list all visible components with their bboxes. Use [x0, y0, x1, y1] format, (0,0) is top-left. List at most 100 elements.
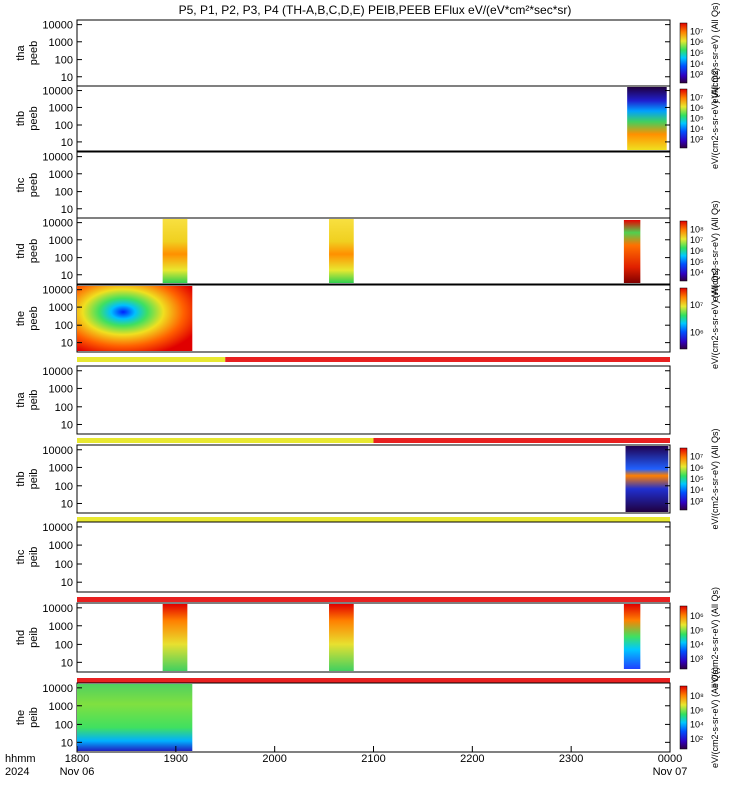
y-tick-label: 1000	[49, 383, 73, 395]
panel-frame	[76, 19, 671, 87]
colorbar-tick-label: 10³	[690, 496, 703, 506]
y-tick-label: 100	[55, 120, 73, 132]
colorbar	[679, 447, 688, 511]
panel-frame	[76, 151, 671, 219]
x-tick-label: 0000	[658, 753, 682, 765]
x-row-label: hhmm	[5, 753, 36, 765]
data-block	[162, 604, 188, 671]
y-tick-label: 1000	[49, 462, 73, 474]
colorbar-units-label: eV/(cm2-s-sr-eV) (All Qs)	[710, 667, 720, 768]
data-block	[162, 219, 188, 283]
panel-frame	[76, 85, 671, 152]
y-tick-label: 10	[61, 657, 73, 669]
colorbar-tick-label: 10⁴	[690, 640, 704, 650]
y-tick-label: 10	[61, 72, 73, 84]
panel-label: the	[15, 710, 27, 725]
colorbar-tick-label: 10⁴	[690, 485, 704, 495]
y-tick-label: 10000	[42, 86, 73, 98]
colorbar-tick-label: 10⁸	[690, 691, 704, 701]
status-bar-segment	[225, 357, 670, 362]
y-tick-label: 10000	[42, 445, 73, 457]
y-tick-label: 1000	[49, 37, 73, 49]
panel-label: the	[15, 311, 27, 326]
panel-frame	[76, 444, 671, 514]
colorbar	[679, 22, 688, 84]
panel-label: thc	[15, 177, 27, 192]
data-block	[623, 604, 641, 669]
panel-label: thb	[15, 471, 27, 486]
y-tick-label: 10000	[42, 522, 73, 534]
y-tick-label: 100	[55, 481, 73, 493]
data-block	[625, 446, 669, 512]
colorbar	[679, 605, 688, 670]
panel-label: peib	[28, 547, 40, 568]
y-tick-label: 10000	[42, 152, 73, 164]
panel-label: thd	[15, 630, 27, 645]
colorbar-tick-label: 10⁵	[690, 474, 704, 484]
colorbar-tick-label: 10³	[690, 135, 703, 145]
y-tick-label: 10000	[42, 20, 73, 32]
colorbar-tick-label: 10⁷	[690, 300, 703, 310]
panel-frame	[76, 521, 671, 593]
colorbar-units-label: eV/(cm2-s-sr-eV) (All Qs)	[710, 2, 720, 103]
panel-label: peeb	[28, 41, 40, 65]
colorbar	[679, 685, 688, 750]
colorbar-tick-label: 10²	[690, 734, 703, 744]
colorbar-tick-label: 10⁷	[690, 452, 703, 462]
colorbar-units-label: eV/(cm2-s-sr-eV) (All Qs)	[710, 587, 720, 688]
colorbar-tick-label: 10⁶	[690, 103, 704, 113]
x-end-date: Nov 07	[653, 766, 688, 778]
colorbar-tick-label: 10³	[690, 654, 703, 664]
status-bar-segment	[77, 678, 670, 683]
panel-label: thd	[15, 243, 27, 258]
x-axis: hhmm 2024 Nov 06 Nov 07	[5, 753, 687, 778]
panel-label: tha	[15, 391, 27, 407]
colorbar-tick-label: 10⁵	[690, 257, 704, 267]
colorbar-tick-label: 10⁷	[690, 92, 703, 102]
colorbar	[679, 88, 688, 149]
status-bar-segment	[77, 517, 670, 522]
y-tick-label: 10000	[42, 683, 73, 695]
x-tick-label: 1900	[164, 753, 188, 765]
y-tick-label: 100	[55, 253, 73, 265]
colorbar-tick-label: 10⁷	[690, 235, 703, 245]
colorbar-tick-label: 10⁸	[690, 224, 704, 234]
colorbar-tick-label: 10⁶	[690, 327, 704, 337]
y-tick-label: 1000	[49, 235, 73, 247]
panel-label: peib	[28, 707, 40, 728]
chart-title: P5, P1, P2, P3, P4 (TH-A,B,C,D,E) PEIB,P…	[179, 3, 572, 17]
colorbar-tick-label: 10³	[690, 70, 703, 80]
y-tick-label: 10000	[42, 285, 73, 297]
data-block	[329, 219, 354, 283]
x-tick-label: 2200	[460, 753, 484, 765]
status-bar-segment	[373, 438, 670, 443]
y-tick-label: 10000	[42, 603, 73, 615]
colorbar-tick-label: 10⁶	[690, 37, 704, 47]
panel-label: peib	[28, 390, 40, 411]
colorbar-tick-label: 10⁶	[690, 705, 704, 715]
colorbar-tick-label: 10⁷	[690, 26, 703, 36]
colorbar-units-label: eV/(cm2-s-sr-eV) (All Qs)	[710, 428, 720, 529]
y-tick-label: 1000	[49, 102, 73, 114]
panel-label: peib	[28, 627, 40, 648]
y-tick-label: 10	[61, 338, 73, 350]
y-tick-label: 1000	[49, 540, 73, 552]
panel-label: peeb	[28, 106, 40, 130]
colorbar	[679, 220, 688, 282]
status-bar-segment	[77, 357, 226, 362]
panel-label: tha	[15, 44, 27, 60]
y-tick-label: 10	[61, 419, 73, 431]
colorbar-tick-label: 10⁵	[690, 625, 704, 635]
y-tick-label: 10	[61, 498, 73, 510]
y-tick-label: 100	[55, 55, 73, 67]
y-tick-label: 10	[61, 137, 73, 149]
y-tick-label: 100	[55, 559, 73, 571]
colorbar-units-label: eV/(cm2-s-sr-eV) (All Qs)	[710, 200, 720, 301]
y-tick-label: 10	[61, 204, 73, 216]
panel-label: peeb	[28, 239, 40, 263]
y-tick-label: 1000	[49, 621, 73, 633]
x-start-date: Nov 06	[60, 766, 95, 778]
y-tick-label: 10	[61, 577, 73, 589]
x-tick-label: 1800	[65, 753, 89, 765]
